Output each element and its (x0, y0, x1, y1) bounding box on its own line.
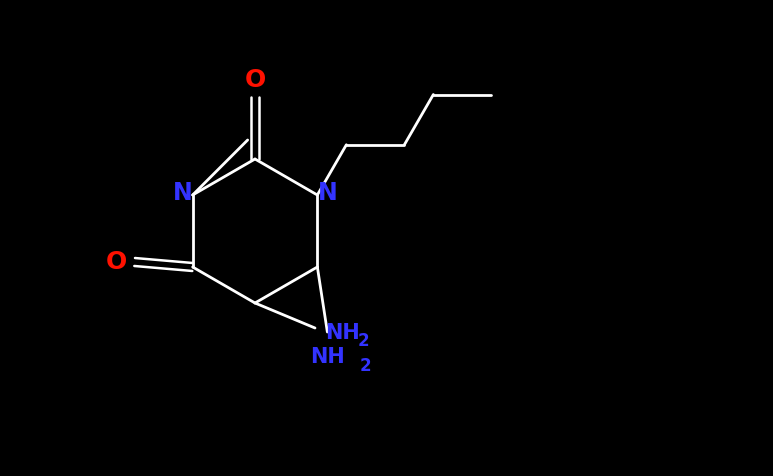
Text: O: O (106, 250, 128, 274)
Text: 2: 2 (359, 357, 371, 375)
Text: NH: NH (310, 347, 345, 367)
Text: N: N (318, 181, 337, 205)
Text: O: O (244, 68, 266, 92)
Text: 2: 2 (358, 332, 369, 350)
Text: NH: NH (325, 323, 359, 343)
Text: N: N (173, 181, 192, 205)
